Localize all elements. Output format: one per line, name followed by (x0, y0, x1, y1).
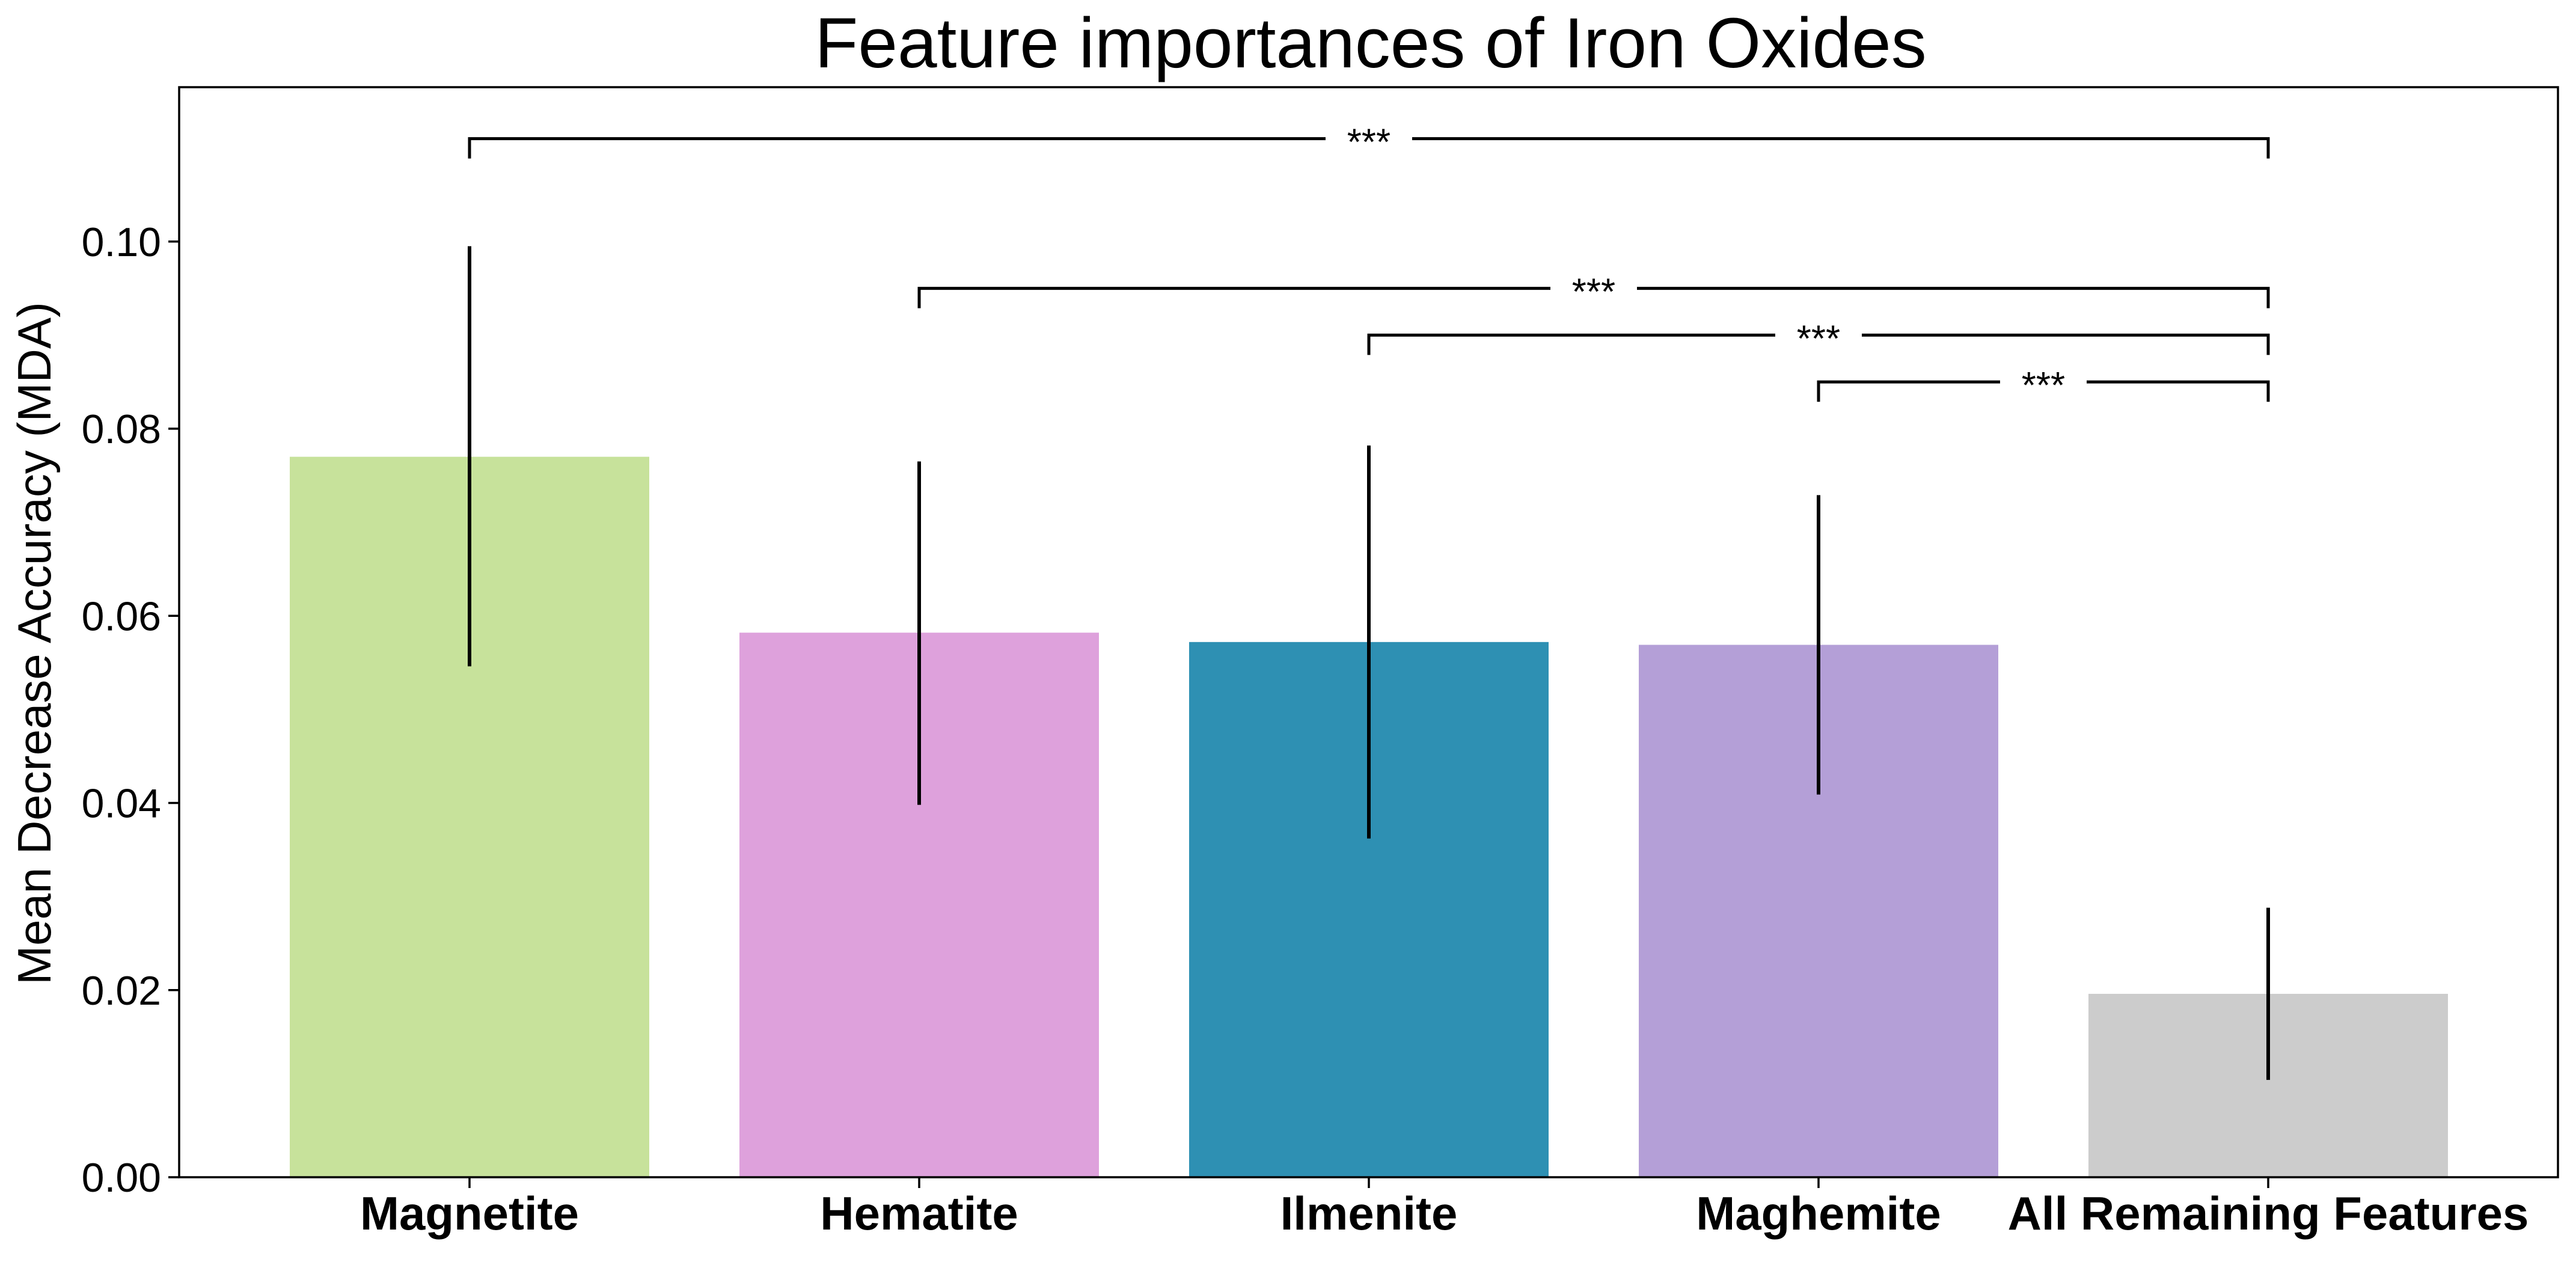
significance-bracket-1 (917, 287, 2270, 308)
significance-label-2: *** (1797, 318, 1840, 360)
significance-bracket-3 (1817, 380, 2270, 402)
significance-label-0: *** (1347, 122, 1390, 164)
x-tick-label-3: Maghemite (1696, 1187, 1941, 1240)
x-tick-label-1: Hematite (820, 1187, 1018, 1240)
y-tick-label-0: 0.00 (82, 1155, 161, 1201)
significance-label-3: *** (2022, 365, 2065, 406)
y-axis-label: Mean Decrease Accuracy (MDA) (8, 302, 61, 985)
chart-title: Feature importances of Iron Oxides (815, 4, 1927, 83)
y-tick-label-5: 0.10 (82, 219, 161, 265)
significance-bracket-0 (468, 137, 2270, 159)
significance-bracket-2 (1367, 333, 2270, 355)
y-tick-label-2: 0.04 (82, 781, 161, 827)
y-tick-label-4: 0.08 (82, 406, 161, 452)
y-tick-label-1: 0.02 (82, 968, 161, 1014)
x-tick-label-2: Ilmenite (1280, 1187, 1458, 1240)
x-tick-label-4: All Remaining Features (2008, 1187, 2529, 1240)
y-tick-label-3: 0.06 (82, 593, 161, 639)
significance-label-1: *** (1572, 272, 1615, 313)
plot-area: 0.00 0.02 0.04 0.06 0.08 0.10 Magnetite Hematit… (82, 86, 2559, 1240)
x-tick-label-0: Magnetite (360, 1187, 579, 1240)
